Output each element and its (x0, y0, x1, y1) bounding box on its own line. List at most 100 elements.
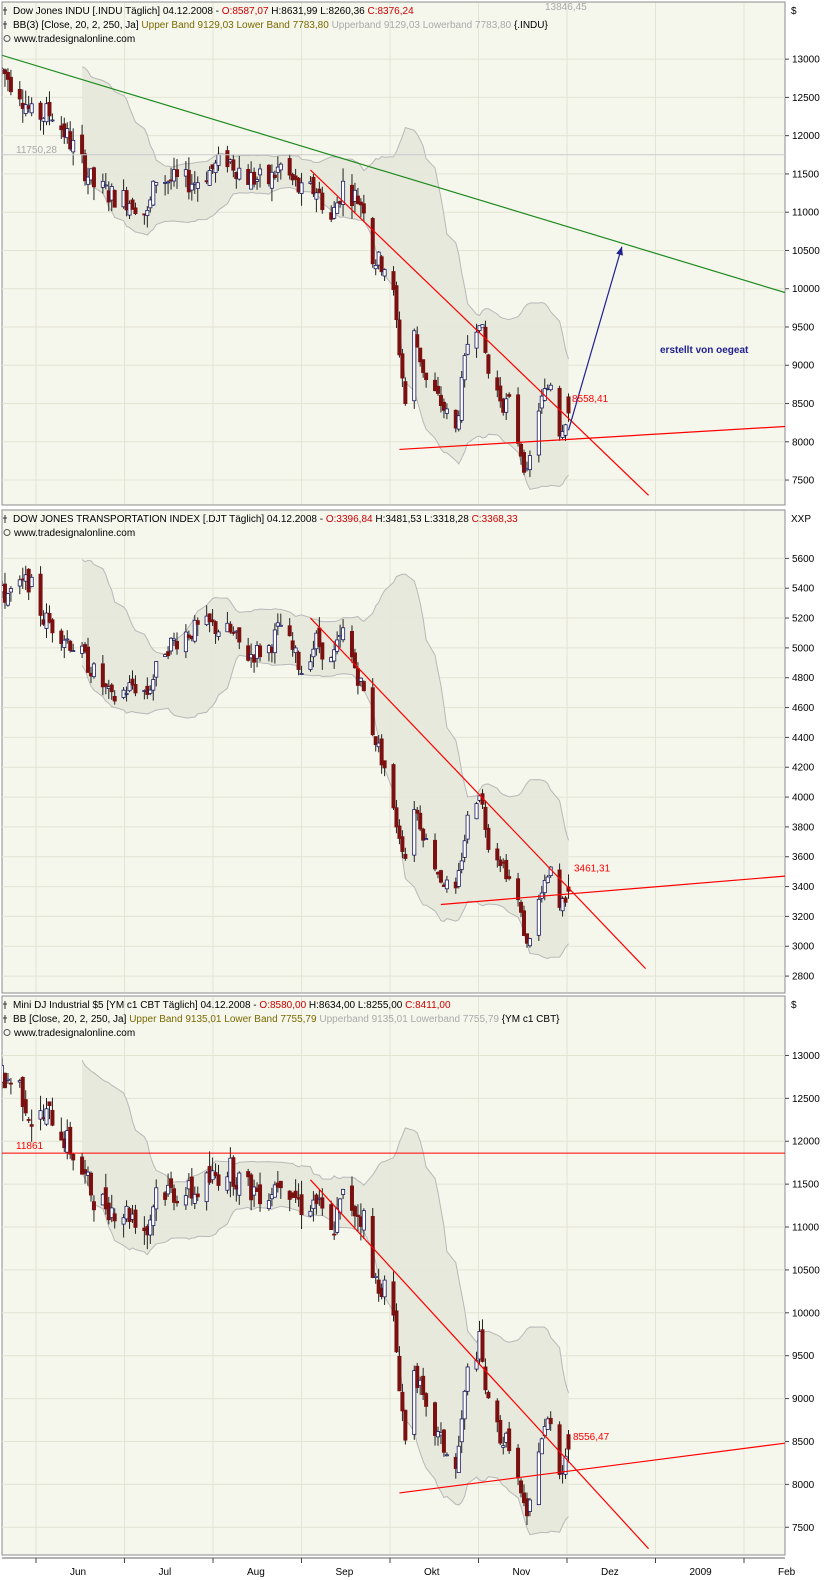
header-segment: BB(3) [Close, 20, 2, 250, Ja] (13, 20, 141, 31)
series-icon (3, 515, 7, 523)
candle (166, 1184, 171, 1195)
candle (166, 651, 171, 657)
candle (391, 1281, 396, 1316)
x-tick-label: 2009 (690, 1567, 713, 1578)
y-tick-label: 10000 (792, 1308, 820, 1319)
candle (522, 910, 527, 936)
candle (329, 1204, 334, 1231)
candle (522, 1492, 527, 1504)
candle (507, 876, 512, 879)
candle (370, 218, 375, 265)
candle (287, 158, 292, 176)
candle (127, 682, 132, 692)
candle (373, 736, 378, 746)
candle (91, 663, 96, 678)
candle (519, 1480, 524, 1494)
candle (80, 1156, 85, 1175)
bollinger-band-fill (82, 559, 569, 959)
y-tick-label: 5200 (792, 614, 815, 625)
y-tick-label: 3000 (792, 942, 815, 953)
series-icon (3, 21, 7, 29)
candle (269, 171, 274, 189)
y-tick-label: 11500 (792, 169, 820, 180)
candle (272, 174, 277, 178)
panel-ym: 11861 8556,47 7500 8000 8500 9000 9500 10000 105… (1, 995, 820, 1556)
y-tick-label: 11000 (792, 1223, 820, 1234)
candle (91, 1201, 96, 1211)
candle (441, 1429, 446, 1453)
trend-line (440, 875, 785, 906)
candle (246, 645, 251, 661)
candle (29, 576, 34, 588)
candle (65, 638, 70, 641)
candle (47, 1101, 52, 1107)
candle (566, 396, 571, 414)
y-tick-label: 9000 (792, 1394, 815, 1405)
candle (189, 1176, 194, 1199)
header-segment: H:8634,00 L:8255,00 (306, 1000, 405, 1011)
candle (47, 101, 52, 117)
candle (379, 256, 384, 273)
plot-area: 3461,31 (2, 511, 785, 992)
candle (169, 1178, 174, 1188)
header-segment: BB [Close, 20, 2, 250, Ja] (13, 1014, 129, 1025)
candle (527, 938, 532, 947)
candle (192, 619, 197, 642)
y-tick-label: 7500 (792, 476, 815, 487)
candle (29, 1124, 34, 1127)
candle (47, 612, 52, 623)
candle (332, 1233, 337, 1236)
candle (563, 1455, 568, 1475)
candle (210, 619, 215, 623)
candle (216, 154, 221, 166)
candle (459, 860, 464, 870)
candle (121, 1217, 126, 1225)
candle (539, 1438, 544, 1455)
candle (433, 379, 438, 392)
candle (311, 648, 316, 658)
candle (421, 359, 426, 373)
candle (2, 69, 7, 75)
x-tick-label: Okt (424, 1567, 440, 1578)
candle (418, 812, 423, 830)
candle (400, 836, 405, 852)
axis-unit: XXP (791, 514, 811, 525)
candle (59, 630, 64, 644)
candle (71, 650, 76, 652)
candle (358, 677, 363, 682)
price-label: 8556,47 (573, 1432, 610, 1443)
candle (462, 840, 467, 858)
candle (542, 880, 547, 894)
candle (548, 1417, 553, 1425)
candle (237, 1172, 242, 1196)
y-tick-label: 5400 (792, 584, 815, 595)
candle (441, 401, 446, 411)
candle (207, 613, 212, 623)
candle (527, 455, 532, 471)
candle (91, 167, 96, 188)
bollinger-upper-band (81, 559, 569, 841)
y-tick-label: 12500 (792, 93, 820, 104)
candle (26, 1119, 31, 1121)
candle (516, 394, 521, 444)
candle (166, 181, 171, 184)
candle (29, 103, 34, 114)
y-tick-label: 3400 (792, 882, 815, 893)
candle (403, 853, 408, 859)
candle (59, 1131, 64, 1141)
candle (403, 1409, 408, 1441)
y-tick-label: 8500 (792, 1437, 815, 1448)
candle (519, 901, 524, 913)
candle (83, 153, 88, 182)
y-tick-label: 5000 (792, 643, 815, 654)
candle (435, 385, 440, 394)
y-tick-label: 10500 (792, 246, 820, 257)
candle (103, 683, 108, 687)
panel-indu: 11750,28 13846,45 8558,41 erstellt von oege… (1, 1, 820, 506)
candle (103, 184, 108, 187)
candle (355, 1214, 360, 1217)
header-segment: {.INDU} (514, 20, 549, 31)
header-segment: C:8411,00 (405, 1000, 451, 1011)
y-tick-label: 2800 (792, 972, 815, 983)
candle (183, 631, 188, 653)
